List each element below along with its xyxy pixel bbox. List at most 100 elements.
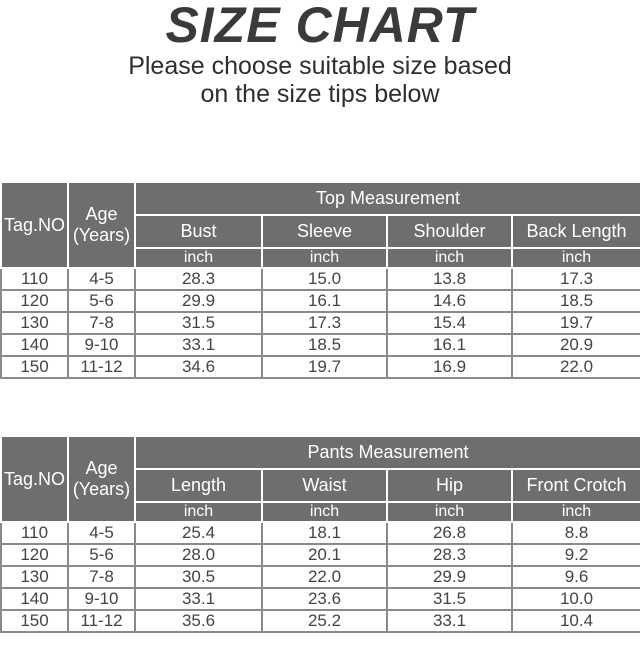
tag-no-cell: 150	[0, 609, 69, 633]
measurement-cell: 29.9	[134, 289, 263, 313]
column-header: Length	[134, 468, 263, 503]
unit-label: inch	[261, 247, 388, 269]
tag-no-cell: 120	[0, 543, 69, 567]
measurement-cell: 35.6	[134, 609, 263, 633]
measurement-cell: 14.6	[386, 289, 513, 313]
column-header: Back Length	[510, 214, 640, 249]
measurement-cell: 31.5	[134, 311, 263, 335]
measurement-cell: 15.4	[386, 311, 513, 335]
table-row: 110 4-5 25.4 18.1 26.8 8.8	[0, 521, 640, 545]
measurement-cell: 18.5	[510, 289, 640, 313]
measurement-cell: 23.6	[261, 587, 388, 611]
age-cell: 9-10	[67, 587, 136, 611]
measurement-cell: 29.9	[386, 565, 513, 589]
measurement-cell: 18.5	[261, 333, 388, 357]
measurement-cell: 18.1	[261, 521, 388, 545]
age-cell: 4-5	[67, 521, 136, 545]
tag-no-cell: 110	[0, 267, 69, 291]
page-title: SIZE CHART	[165, 0, 475, 53]
tag-no-header: Tag.NO	[0, 181, 69, 269]
measurement-cell: 25.4	[134, 521, 263, 545]
measurement-cell: 26.8	[386, 521, 513, 545]
measurement-cell: 13.8	[386, 267, 513, 291]
age-cell: 7-8	[67, 565, 136, 589]
age-unit: (Years)	[72, 479, 131, 499]
unit-label: inch	[386, 501, 513, 523]
measurement-cell: 19.7	[510, 311, 640, 335]
column-header: Shoulder	[386, 214, 513, 249]
measurement-cell: 17.3	[261, 311, 388, 335]
table-row: 120 5-6 29.9 16.1 14.6 18.5	[0, 289, 640, 313]
measurement-cell: 34.6	[134, 355, 263, 379]
measurement-cell: 15.0	[261, 267, 388, 291]
column-header: Hip	[386, 468, 513, 503]
subtitle-line-1: Please choose suitable size based	[128, 52, 512, 80]
measurement-cell: 9.2	[510, 543, 640, 567]
measurement-cell: 19.7	[261, 355, 388, 379]
measurement-cell: 16.9	[386, 355, 513, 379]
measurement-cell: 10.0	[510, 587, 640, 611]
tag-no-cell: 120	[0, 289, 69, 313]
age-cell: 5-6	[67, 289, 136, 313]
measurement-cell: 30.5	[134, 565, 263, 589]
measurement-cell: 25.2	[261, 609, 388, 633]
pants-measurement-table: Tag.NO Age (Years) Pants Measurement Length W…	[0, 435, 640, 633]
group-header: Pants Measurement	[133, 435, 640, 470]
column-header: Front Crotch	[510, 468, 640, 503]
measurement-cell: 16.1	[386, 333, 513, 357]
measurement-cell: 33.1	[386, 609, 513, 633]
age-header: Age (Years)	[67, 181, 136, 269]
measurement-cell: 33.1	[134, 333, 263, 357]
column-header: Sleeve	[261, 214, 388, 249]
age-cell: 11-12	[67, 355, 136, 379]
measurement-cell: 17.3	[510, 267, 640, 291]
age-label: Age	[85, 204, 118, 224]
unit-label: inch	[261, 501, 388, 523]
unit-label: inch	[386, 247, 513, 269]
measurement-cell: 8.8	[510, 521, 640, 545]
column-header: Waist	[261, 468, 388, 503]
measurement-cell: 10.4	[510, 609, 640, 633]
tag-no-cell: 150	[0, 355, 69, 379]
measurement-cell: 20.9	[510, 333, 640, 357]
measurement-cell: 33.1	[134, 587, 263, 611]
group-header: Top Measurement	[133, 181, 640, 216]
table-row: 150 11-12 34.6 19.7 16.9 22.0	[0, 355, 640, 379]
age-cell: 4-5	[67, 267, 136, 291]
age-cell: 5-6	[67, 543, 136, 567]
measurement-cell: 22.0	[261, 565, 388, 589]
subtitle-line-2: on the size tips below	[200, 80, 440, 108]
tag-no-cell: 130	[0, 565, 69, 589]
tag-no-cell: 130	[0, 311, 69, 335]
tag-no-header: Tag.NO	[0, 435, 69, 523]
age-header: Age (Years)	[67, 435, 136, 523]
table-row: 110 4-5 28.3 15.0 13.8 17.3	[0, 267, 640, 291]
tag-no-cell: 140	[0, 587, 69, 611]
top-measurement-table: Tag.NO Age (Years) Top Measurement Bust Sleev…	[0, 181, 640, 379]
age-cell: 11-12	[67, 609, 136, 633]
measurement-cell: 9.6	[510, 565, 640, 589]
table-row: 130 7-8 31.5 17.3 15.4 19.7	[0, 311, 640, 335]
age-unit: (Years)	[72, 225, 131, 245]
measurement-cell: 31.5	[386, 587, 513, 611]
table-row: 140 9-10 33.1 23.6 31.5 10.0	[0, 587, 640, 611]
unit-label: inch	[134, 247, 263, 269]
measurement-cell: 22.0	[510, 355, 640, 379]
tag-no-cell: 140	[0, 333, 69, 357]
age-cell: 7-8	[67, 311, 136, 335]
table-row: 140 9-10 33.1 18.5 16.1 20.9	[0, 333, 640, 357]
unit-label: inch	[510, 501, 640, 523]
table-row: 120 5-6 28.0 20.1 28.3 9.2	[0, 543, 640, 567]
measurement-cell: 16.1	[261, 289, 388, 313]
measurement-cell: 28.0	[134, 543, 263, 567]
age-cell: 9-10	[67, 333, 136, 357]
tag-no-cell: 110	[0, 521, 69, 545]
table-row: 130 7-8 30.5 22.0 29.9 9.6	[0, 565, 640, 589]
unit-label: inch	[134, 501, 263, 523]
unit-label: inch	[510, 247, 640, 269]
table-row: 150 11-12 35.6 25.2 33.1 10.4	[0, 609, 640, 633]
column-header: Bust	[134, 214, 263, 249]
measurement-cell: 28.3	[134, 267, 263, 291]
measurement-cell: 20.1	[261, 543, 388, 567]
age-label: Age	[85, 458, 118, 478]
